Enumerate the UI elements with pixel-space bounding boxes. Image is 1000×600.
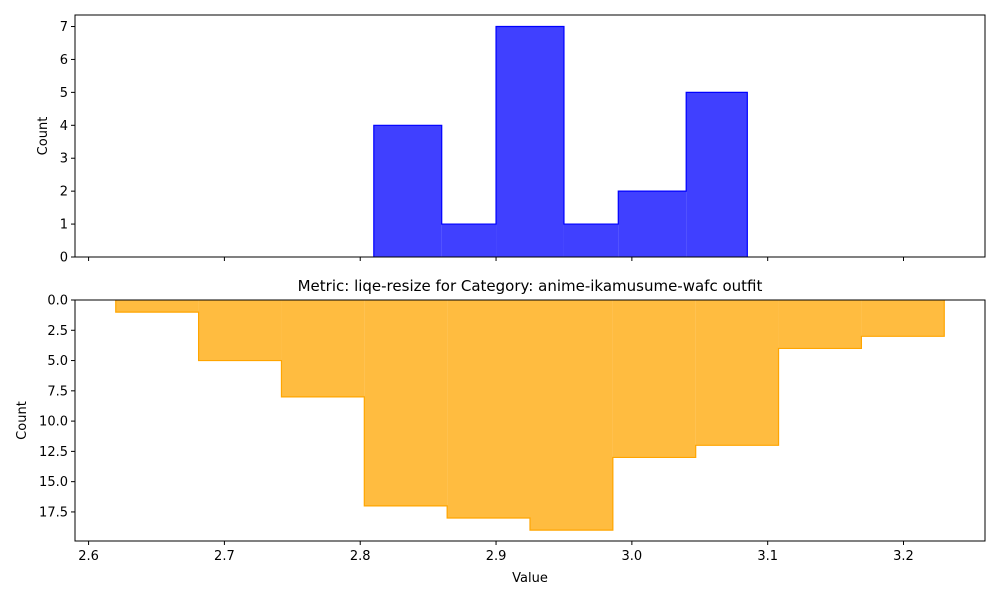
top-y-ticks: 0 1 2 3 4 5 6 7 — [60, 20, 75, 266]
y-tick-label: 5 — [60, 86, 68, 101]
x-tick-label: 2.7 — [214, 549, 235, 564]
top-axes-frame — [74, 14, 986, 258]
bottom-chart-title: Metric: liqe-resize for Category: anime-… — [298, 277, 763, 295]
bottom-x-ticks: 2.6 2.7 2.8 2.9 3.0 3.1 3.2 — [78, 541, 914, 564]
x-tick-label: 2.8 — [350, 549, 371, 564]
histogram-bar — [496, 26, 564, 258]
histogram-bar — [364, 300, 448, 506]
y-tick-label: 15.0 — [39, 475, 68, 490]
x-tick-label: 3.0 — [622, 549, 643, 564]
y-tick-label: 0.0 — [47, 294, 68, 309]
histogram-outline — [373, 25, 748, 257]
histogram-bar — [373, 125, 442, 257]
y-tick-label: 1 — [60, 218, 68, 233]
top-y-axis-label: Count — [36, 117, 51, 156]
histogram-bar — [563, 224, 619, 257]
histogram-bar — [115, 300, 199, 313]
y-tick-label: 7 — [60, 20, 68, 35]
y-tick-label: 3 — [60, 152, 68, 167]
top-x-ticks — [88, 257, 905, 261]
histogram-bar — [281, 300, 365, 397]
y-tick-label: 10.0 — [39, 415, 68, 430]
y-tick-label: 6 — [60, 53, 68, 68]
histogram-bar — [447, 300, 530, 518]
y-tick-label: 12.5 — [39, 445, 68, 460]
x-tick-label: 3.2 — [893, 549, 914, 564]
histogram-bar — [861, 300, 945, 337]
x-tick-label: 2.9 — [486, 549, 507, 564]
y-tick-label: 2.5 — [47, 324, 68, 339]
y-tick-label: 17.5 — [39, 505, 68, 520]
y-tick-label: 7.5 — [47, 384, 68, 399]
bottom-y-axis-label: Count — [15, 401, 30, 440]
y-tick-label: 5.0 — [47, 354, 68, 369]
bottom-histogram-bars — [115, 300, 945, 531]
histogram-bar — [530, 300, 613, 531]
bottom-histogram-panel: Metric: liqe-resize for Category: anime-… — [15, 277, 986, 586]
y-tick-label: 4 — [60, 119, 68, 134]
y-tick-label: 0 — [60, 251, 68, 266]
histogram-bar — [441, 224, 497, 257]
top-histogram-bars — [373, 25, 748, 258]
histogram-bar — [778, 300, 862, 349]
histogram-bar — [695, 300, 779, 446]
bottom-x-axis-label: Value — [512, 571, 548, 586]
x-tick-label: 3.1 — [757, 549, 778, 564]
histogram-bar — [612, 300, 696, 458]
histogram-outline — [115, 300, 945, 531]
y-tick-label: 2 — [60, 185, 68, 200]
histogram-bar — [618, 191, 687, 257]
x-tick-label: 2.6 — [78, 549, 99, 564]
top-histogram-panel: 0 1 2 3 4 5 6 7 Count — [36, 14, 986, 266]
histogram-bar — [686, 92, 748, 258]
bottom-y-ticks: 0.0 2.5 5.0 7.5 10.0 12.5 15.0 17.5 — [39, 294, 75, 520]
bottom-axes-frame — [74, 299, 986, 542]
histogram-bar — [198, 300, 282, 361]
